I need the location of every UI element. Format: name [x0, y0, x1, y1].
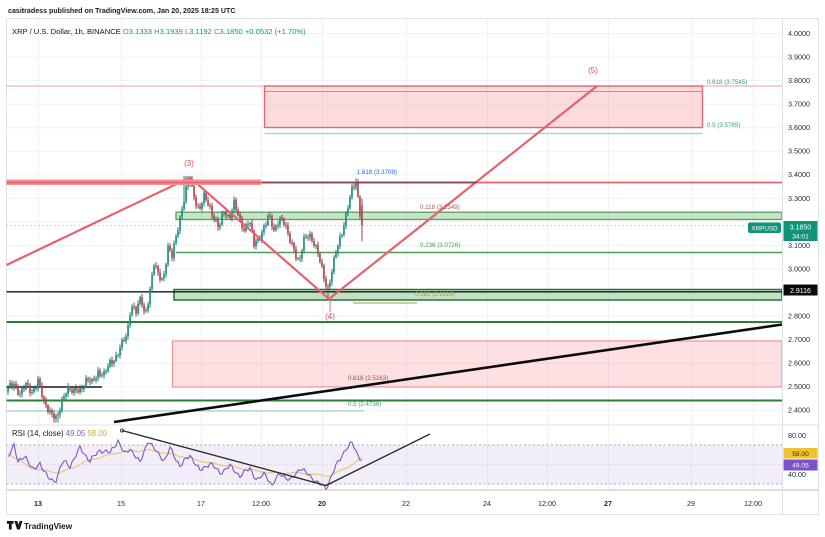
svg-text:27: 27 [604, 499, 612, 508]
svg-text:40.00: 40.00 [788, 470, 806, 479]
svg-text:2.4000: 2.4000 [788, 406, 810, 415]
svg-text:12:00: 12:00 [538, 499, 556, 508]
svg-text:80.00: 80.00 [788, 431, 806, 440]
svg-text:3.9000: 3.9000 [788, 53, 810, 62]
svg-text:2.8000: 2.8000 [788, 312, 810, 321]
svg-text:casitradess published on Tradi: casitradess published on TradingView.com… [8, 7, 235, 15]
svg-text:49.05: 49.05 [792, 463, 809, 470]
svg-text:3.3000: 3.3000 [788, 194, 810, 203]
svg-text:4.0000: 4.0000 [788, 29, 810, 38]
svg-text:2.9116: 2.9116 [790, 288, 811, 295]
svg-text:22: 22 [402, 499, 410, 508]
svg-text:20: 20 [318, 499, 326, 508]
svg-text:3.1000: 3.1000 [788, 241, 810, 250]
svg-text:RSI (14, close) 49.05 58.00: RSI (14, close) 49.05 58.00 [12, 429, 108, 438]
svg-text:2.6000: 2.6000 [788, 359, 810, 368]
svg-text:TradingView: TradingView [24, 522, 73, 531]
svg-text:1.618 (3.3709): 1.618 (3.3709) [357, 169, 397, 176]
svg-text:12:00: 12:00 [744, 499, 762, 508]
svg-text:3.8000: 3.8000 [788, 76, 810, 85]
svg-text:(4): (4) [325, 312, 335, 321]
svg-text:15: 15 [117, 499, 125, 508]
svg-text:12:00: 12:00 [252, 499, 270, 508]
svg-text:29: 29 [687, 499, 695, 508]
svg-text:0.5 (3.5785): 0.5 (3.5785) [707, 122, 740, 129]
svg-text:24: 24 [483, 499, 491, 508]
svg-text:3.4000: 3.4000 [788, 170, 810, 179]
svg-text:(3): (3) [184, 159, 194, 168]
svg-text:(5): (5) [588, 66, 598, 75]
svg-text:0.618 (3.7545): 0.618 (3.7545) [707, 79, 747, 86]
svg-text:58.00: 58.00 [792, 451, 809, 458]
svg-text:0.618 (2.5163): 0.618 (2.5163) [348, 375, 388, 382]
svg-text:0.382 (2.9116): 0.382 (2.9116) [415, 291, 455, 298]
svg-text:2.5000: 2.5000 [788, 382, 810, 391]
svg-text:2.7000: 2.7000 [788, 335, 810, 344]
svg-text:3.7000: 3.7000 [788, 100, 810, 109]
svg-text:0.5 (2.4736): 0.5 (2.4736) [348, 401, 381, 408]
svg-text:XRPUSD: XRPUSD [751, 225, 778, 232]
svg-text:3.1850: 3.1850 [790, 225, 812, 232]
svg-text:17: 17 [197, 499, 205, 508]
svg-text:34:01: 34:01 [792, 234, 809, 241]
svg-text:3.0000: 3.0000 [788, 264, 810, 273]
svg-text:13: 13 [34, 499, 42, 508]
svg-text:3.5000: 3.5000 [788, 147, 810, 156]
svg-text:3.6000: 3.6000 [788, 123, 810, 132]
svg-text:XRP / U.S. Dollar, 1h, BINANCE: XRP / U.S. Dollar, 1h, BINANCE O3.1333 H… [12, 27, 306, 36]
svg-text:0.236 (3.0726): 0.236 (3.0726) [420, 242, 460, 249]
svg-text:0.118 (3.2349): 0.118 (3.2349) [420, 204, 460, 211]
